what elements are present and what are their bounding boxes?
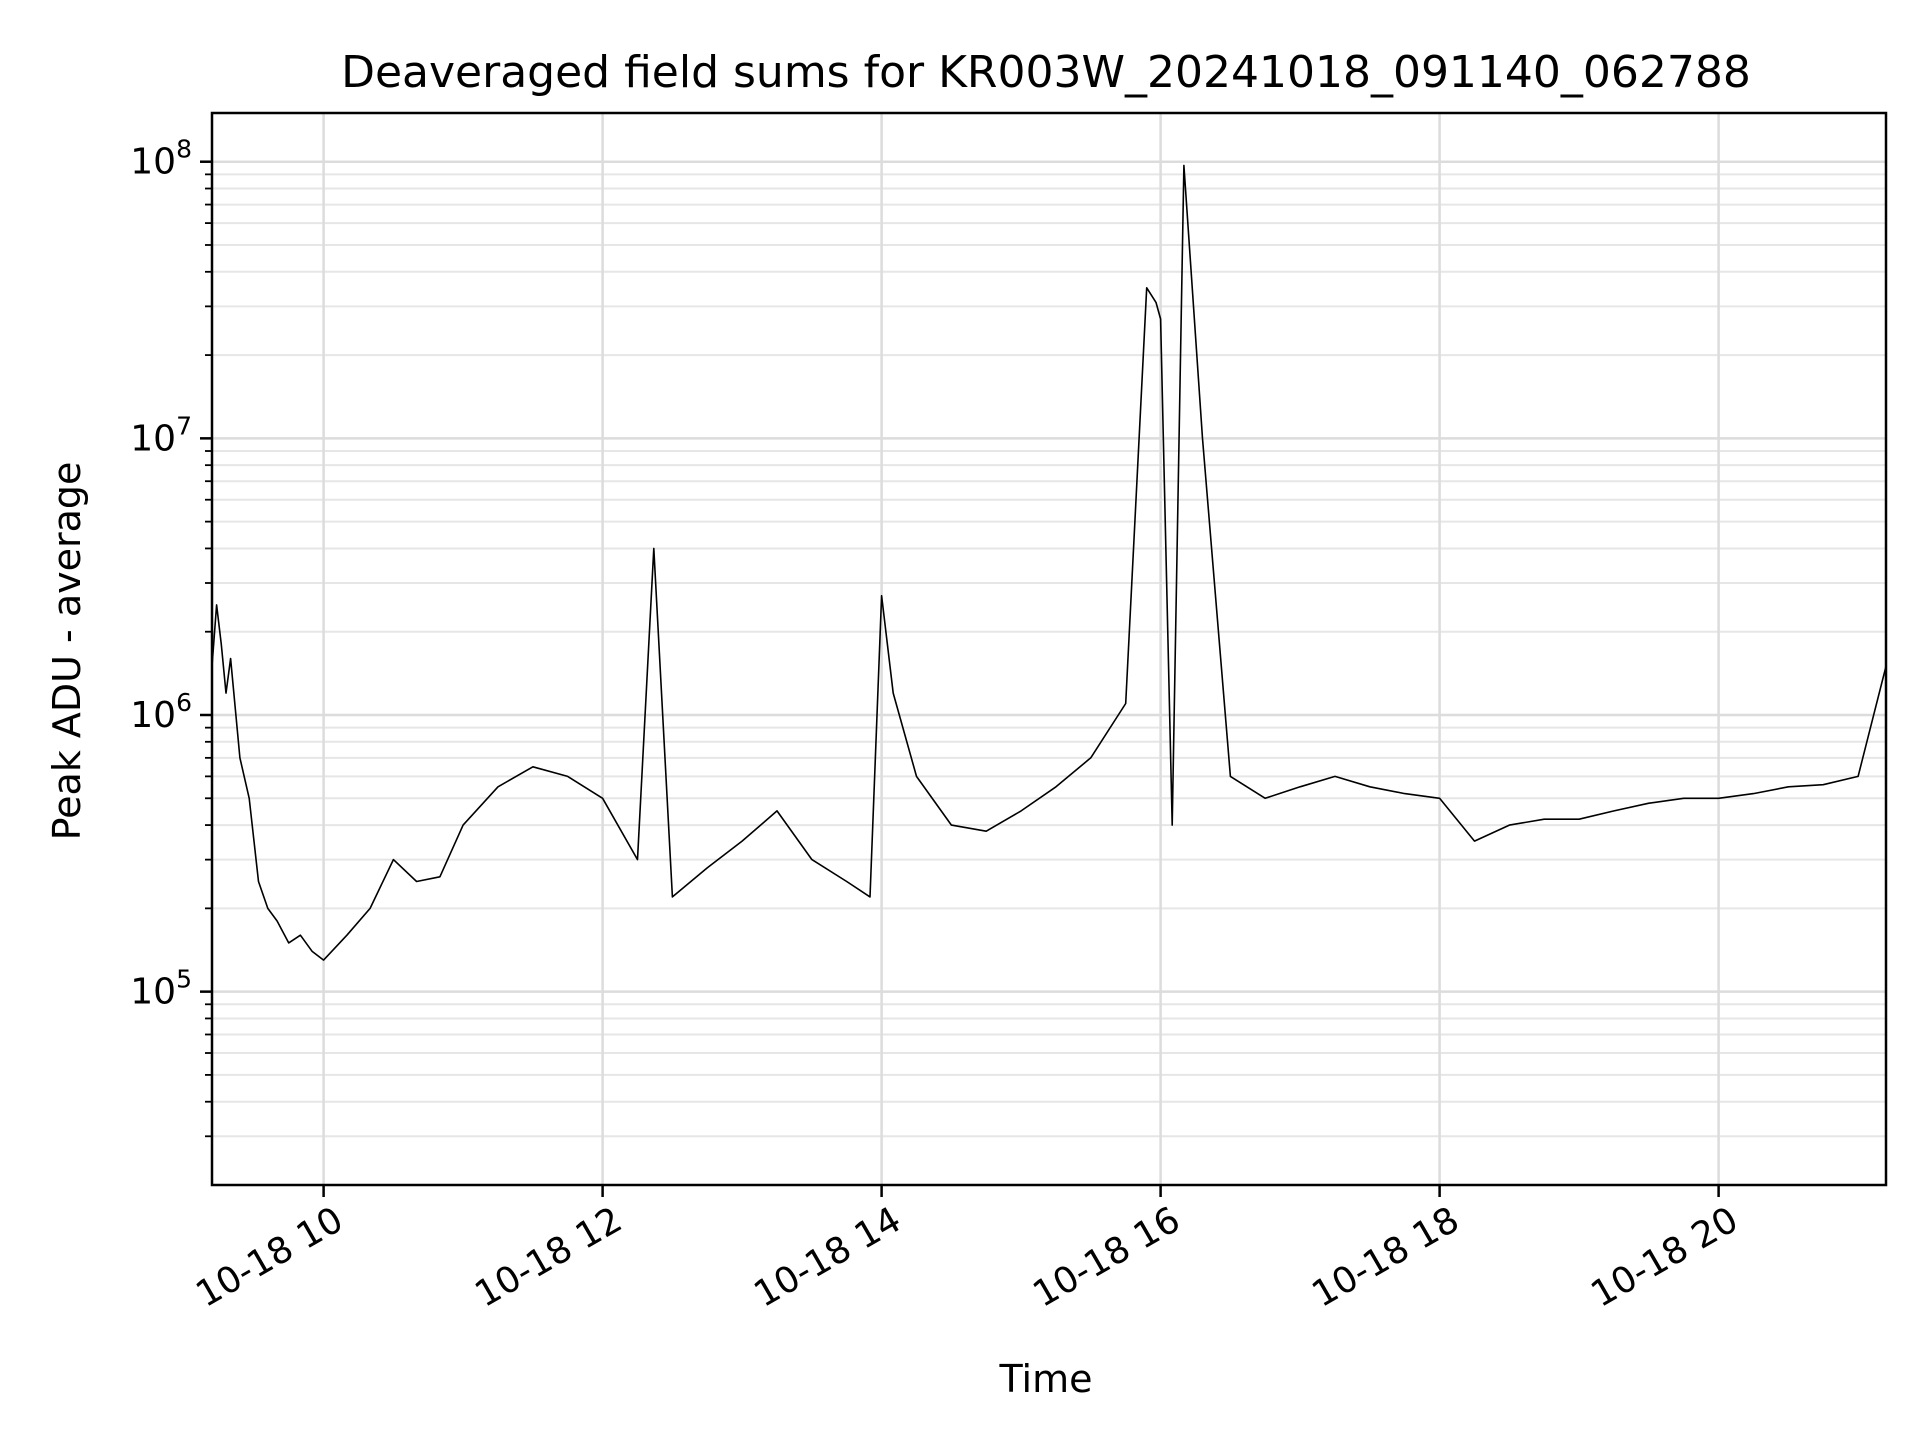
series-group [211, 164, 1887, 961]
y-tick-label: 105 [130, 965, 192, 1013]
y-axis: 105 106 107 108 [130, 135, 212, 1138]
grid [212, 113, 1886, 1185]
series-line [211, 164, 1887, 961]
chart-title: Deaveraged field sums for KR003W_2024101… [341, 47, 1751, 98]
y-tick-label: 107 [130, 411, 192, 459]
y-axis-label: Peak ADU - average [45, 462, 89, 841]
y-tick-label: 108 [130, 135, 192, 183]
y-tick-label: 106 [130, 688, 192, 736]
plot-frame [210, 111, 1888, 1187]
x-axis-label: Time [999, 1357, 1093, 1401]
